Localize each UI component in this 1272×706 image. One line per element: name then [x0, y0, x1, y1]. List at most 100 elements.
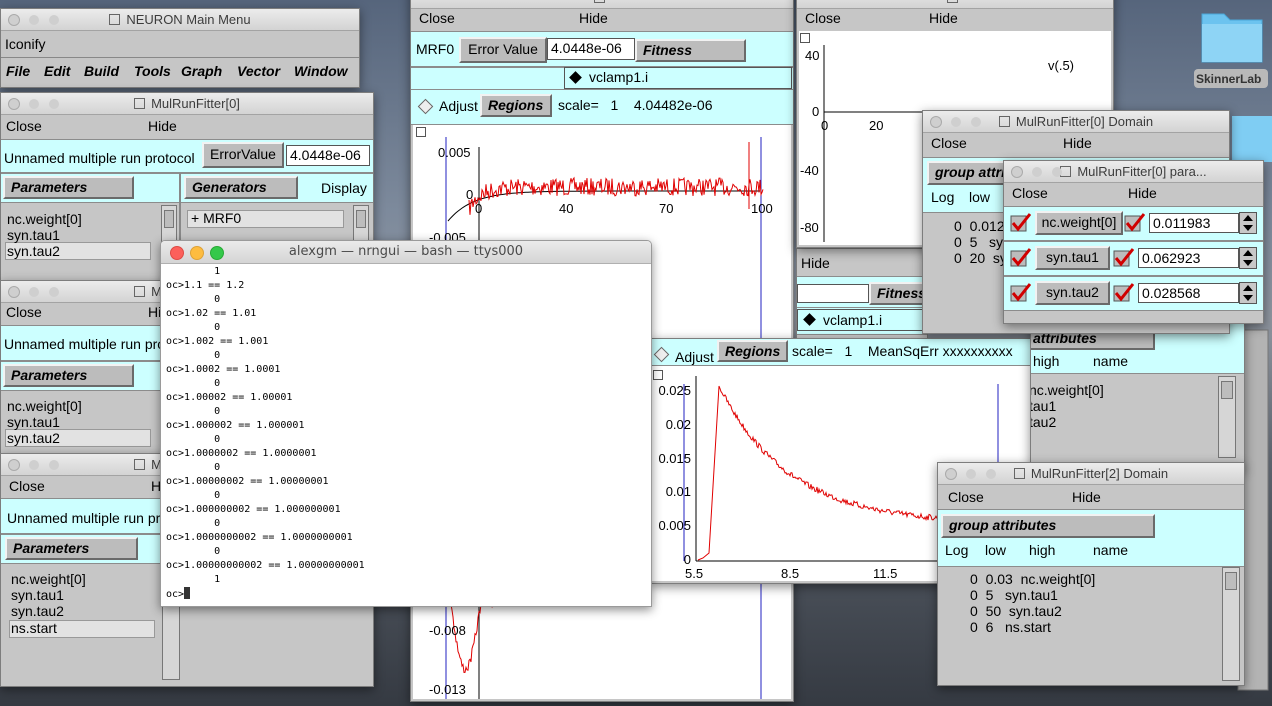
y-tick-labels: 0.01: [665, 484, 691, 499]
x-tick-labels: 100: [751, 201, 773, 216]
error-value[interactable]: 4.0448e-06: [286, 145, 370, 166]
spin-down: [1243, 295, 1253, 301]
hide[interactable]: Hide: [801, 255, 830, 271]
window-button[interactable]: [170, 246, 184, 260]
low: low: [985, 542, 1007, 558]
menu[interactable]: File: [6, 63, 31, 79]
check-mark: [1125, 213, 1146, 232]
window-button[interactable]: [210, 246, 224, 260]
close[interactable]: Close: [948, 489, 984, 505]
rows[interactable]: 0 6 ns.start: [970, 619, 1051, 635]
log: Log: [931, 189, 955, 205]
name[interactable]: nc.weight[0]: [1035, 211, 1123, 235]
generators[interactable]: Generators: [184, 176, 298, 199]
x-tick-labels: 11.5: [873, 566, 898, 581]
hide[interactable]: Hide: [148, 118, 177, 134]
parameters[interactable]: Parameters: [3, 176, 134, 199]
title: MulRunFitter[0]: [151, 96, 240, 111]
parameter-list[interactable]: nc.weight[0]: [7, 211, 82, 227]
svg: [1010, 248, 1032, 267]
hide[interactable]: Hide: [929, 10, 958, 26]
panel: [651, 339, 1031, 366]
rows[interactable]: nc.weight[0]: [1030, 382, 1104, 398]
regions[interactable]: Regions: [717, 340, 788, 362]
lines: oc>1.0000002 == 1.0000001: [166, 448, 317, 459]
close[interactable]: Close: [6, 118, 42, 134]
parameter-list[interactable]: syn.tau1: [11, 587, 64, 603]
error-button[interactable]: ErrorValue: [202, 142, 284, 168]
svg: [1010, 213, 1032, 232]
hide[interactable]: Hide: [1072, 489, 1101, 505]
rows[interactable]: 0 50 syn.tau2: [970, 603, 1062, 619]
parameter-list[interactable]: syn.tau2: [7, 243, 60, 259]
value[interactable]: 0.028568: [1138, 283, 1239, 303]
parameter-list[interactable]: syn.tau1: [7, 414, 60, 430]
menu[interactable]: Build: [84, 63, 119, 79]
hide[interactable]: Hide: [1128, 185, 1157, 201]
title: MulRunFitter[2] Domain: [1030, 466, 1169, 481]
close[interactable]: Close: [9, 478, 45, 494]
menu[interactable]: Window: [294, 63, 348, 79]
rows[interactable]: tau1: [1030, 398, 1057, 414]
parameters[interactable]: Parameters: [3, 364, 134, 387]
close[interactable]: Close: [419, 10, 455, 26]
y-tick-labels: -0.013: [429, 682, 466, 697]
name[interactable]: syn.tau2: [1035, 281, 1110, 305]
value[interactable]: 0.011983: [1149, 213, 1239, 233]
window-button[interactable]: [190, 246, 204, 260]
text-field[interactable]: [797, 284, 869, 303]
title: alexgm — nrngui — bash — ttys000: [288, 244, 524, 259]
hide[interactable]: Hide: [579, 10, 608, 26]
close[interactable]: Close: [6, 304, 42, 320]
close[interactable]: Close: [805, 10, 841, 26]
parameter-list[interactable]: ns.start: [11, 620, 57, 636]
parameter-list[interactable]: syn.tau1: [7, 227, 60, 243]
menu[interactable]: Vector: [237, 63, 281, 79]
menu[interactable]: Graph: [181, 63, 223, 79]
rows[interactable]: 0 0.012: [954, 218, 1005, 234]
lines: 0: [166, 294, 221, 305]
error-value[interactable]: 4.0448e-06: [547, 38, 635, 60]
panel: [1, 139, 373, 173]
fitness[interactable]: Fitness: [869, 282, 927, 305]
display: Display: [321, 180, 367, 196]
list-selection: [187, 210, 344, 228]
generator-list[interactable]: + MRF0: [191, 210, 242, 226]
parameter-list[interactable]: syn.tau2: [7, 430, 60, 446]
close[interactable]: Close: [1012, 185, 1048, 201]
rows[interactable]: 0 0.03 nc.weight[0]: [970, 571, 1096, 587]
error-button[interactable]: Error Value: [459, 37, 547, 63]
value[interactable]: 0.062923: [1138, 248, 1239, 268]
trace[interactable]: vclamp1.i: [823, 312, 883, 328]
parameter-list[interactable]: syn.tau2: [11, 603, 64, 619]
rows[interactable]: tau2: [1030, 414, 1057, 430]
parameter-list[interactable]: nc.weight[0]: [11, 571, 86, 587]
y-tick-labels: -80: [800, 220, 819, 235]
rows[interactable]: 0 5 syn.tau1: [970, 587, 1058, 603]
regions[interactable]: Regions: [480, 94, 552, 117]
title: NEURON Main Menu: [126, 12, 251, 27]
trace[interactable]: vclamp1.i: [589, 69, 649, 85]
adjust[interactable]: Adjust: [675, 349, 714, 365]
name[interactable]: syn.tau1: [1035, 246, 1110, 270]
iconify[interactable]: Iconify: [5, 36, 46, 52]
menu[interactable]: Edit: [44, 63, 71, 79]
close[interactable]: Close: [931, 135, 967, 151]
group[interactable]: group attributes: [941, 514, 1155, 538]
adjust[interactable]: Adjust: [439, 98, 478, 114]
title-bar: MulRunFitter[2] Domain: [938, 463, 1244, 485]
y-tick-labels: 0: [466, 187, 474, 202]
window: attributes high name nc.weight[0] tau1 t…: [1030, 318, 1245, 470]
parameter-list[interactable]: nc.weight[0]: [7, 398, 82, 414]
y-tick-labels: 0.025: [658, 383, 691, 398]
svg: [1010, 283, 1032, 302]
hide[interactable]: Hide: [1063, 135, 1092, 151]
checkbox-icon: [1009, 247, 1032, 269]
parameters[interactable]: Parameters: [5, 537, 138, 560]
scrollbar: [1222, 567, 1240, 681]
menu[interactable]: Tools: [134, 63, 171, 79]
window-controls: [930, 116, 942, 128]
spin-up: [1243, 250, 1253, 256]
fitness[interactable]: Fitness: [635, 39, 746, 62]
title-bar: [411, 0, 793, 9]
